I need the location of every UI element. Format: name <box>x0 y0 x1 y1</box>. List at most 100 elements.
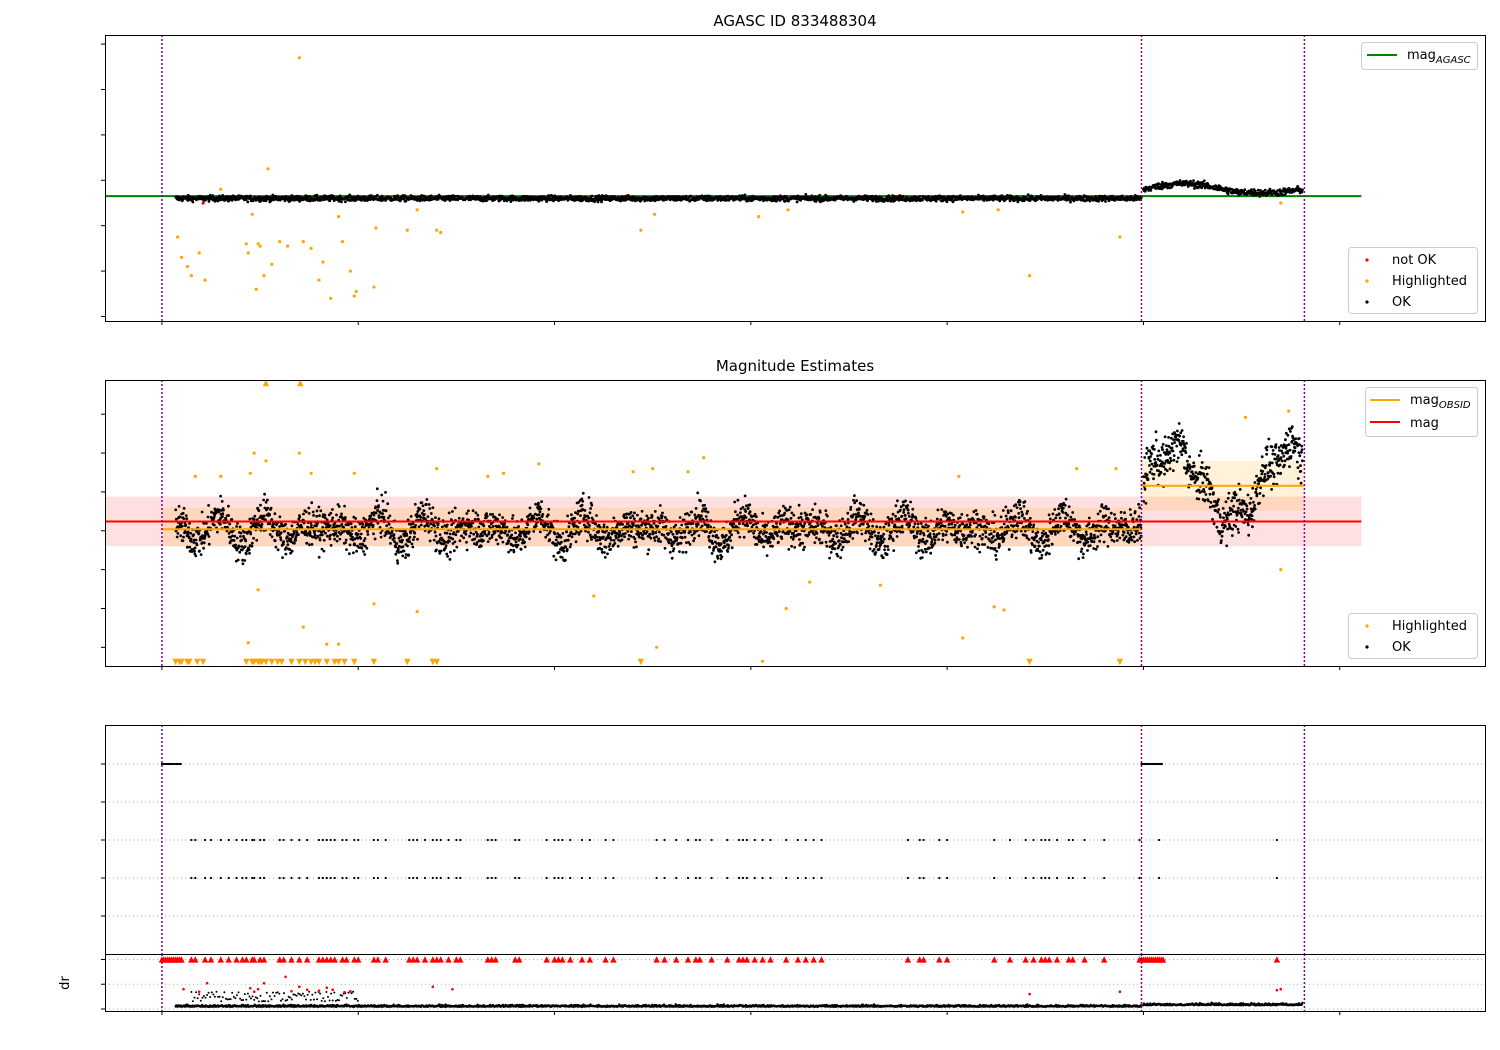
ok-point <box>465 512 469 515</box>
ok-point <box>363 553 367 556</box>
ok-point <box>318 538 322 542</box>
ok-point <box>904 199 908 203</box>
ok-point <box>675 538 678 542</box>
ok-point <box>249 532 253 536</box>
ok-point <box>331 508 334 511</box>
ok-point <box>429 512 433 515</box>
ok-point <box>248 517 252 521</box>
ok-point <box>324 531 327 535</box>
ok-point <box>381 499 385 503</box>
ok-point <box>1192 179 1195 183</box>
ok-point <box>829 551 833 554</box>
ok-point <box>874 194 878 198</box>
ok-point <box>199 553 203 556</box>
ok-point <box>219 494 223 498</box>
highlighted-point <box>321 260 325 264</box>
ok-point <box>308 543 311 547</box>
ok-point <box>864 539 867 543</box>
ok-point <box>448 539 451 543</box>
ok-point <box>632 546 636 549</box>
ok-point <box>816 524 820 527</box>
ok-point <box>867 538 871 541</box>
ok-point <box>343 516 347 519</box>
highlighted-point <box>329 296 333 300</box>
ok-point <box>789 516 793 520</box>
ok-point <box>730 533 733 537</box>
ok-point <box>707 534 711 538</box>
ok-point <box>537 501 540 505</box>
ok-point <box>565 530 569 534</box>
ok-point <box>188 545 192 549</box>
ok-point <box>553 532 557 536</box>
ok-point <box>706 510 710 514</box>
ok-point <box>337 505 341 508</box>
legend-label-not-ok: not OK <box>1392 253 1437 268</box>
ok-point <box>207 200 211 203</box>
ok-point <box>289 537 293 541</box>
ok-point <box>193 546 197 550</box>
ok-point <box>382 515 386 519</box>
ok-point <box>874 200 878 203</box>
ok-point <box>882 525 886 529</box>
ok-point <box>236 522 239 525</box>
highlighted-point <box>180 255 184 259</box>
ok-point <box>811 508 814 511</box>
ok-point <box>405 534 409 537</box>
highlighted-point <box>270 262 274 266</box>
ok-point <box>379 531 383 535</box>
ok-point <box>775 522 778 525</box>
ok-point <box>220 500 224 503</box>
ok-point <box>711 534 715 538</box>
ok-point <box>1202 179 1206 183</box>
highlighted-point <box>246 251 250 255</box>
ok-point <box>646 552 650 556</box>
ok-point <box>560 556 564 559</box>
ok-point <box>535 517 539 521</box>
ok-point <box>773 515 777 518</box>
ok-point <box>678 550 681 553</box>
ok-point <box>240 538 244 542</box>
ok-point <box>419 515 423 519</box>
ok-point <box>773 195 777 198</box>
ok-point <box>793 546 797 549</box>
ok-point <box>389 196 393 200</box>
ok-point <box>544 535 548 539</box>
ok-point <box>738 522 741 526</box>
ok-point <box>511 517 514 520</box>
ok-point <box>366 530 369 533</box>
ok-point <box>720 555 724 559</box>
ok-point <box>328 537 332 541</box>
ok-point <box>363 537 367 540</box>
ok-point <box>308 531 312 535</box>
ok-point <box>315 193 319 197</box>
ok-point <box>200 510 204 514</box>
ok-point <box>608 542 612 546</box>
ok-point <box>182 517 186 520</box>
ok-point <box>821 524 824 528</box>
ok-point <box>359 532 363 536</box>
ok-point <box>687 513 691 517</box>
ok-point <box>176 532 180 535</box>
highlighted-point <box>219 187 223 191</box>
ok-point <box>732 522 736 526</box>
ok-point <box>380 493 384 497</box>
ok-point <box>290 549 294 553</box>
ok-point <box>472 532 476 536</box>
ok-point <box>235 525 239 528</box>
ok-point <box>482 524 486 528</box>
ok-point <box>234 543 238 547</box>
ok-point <box>828 556 831 560</box>
ok-point <box>603 551 606 554</box>
ok-point <box>1069 200 1072 204</box>
ok-point <box>845 525 849 529</box>
ok-point <box>413 535 416 539</box>
ok-point <box>221 515 224 518</box>
ok-point <box>279 538 283 542</box>
ok-point <box>846 511 850 515</box>
ok-point <box>455 545 459 549</box>
highlighted-point <box>309 246 313 250</box>
ok-point <box>348 552 351 556</box>
ok-point <box>500 531 504 534</box>
